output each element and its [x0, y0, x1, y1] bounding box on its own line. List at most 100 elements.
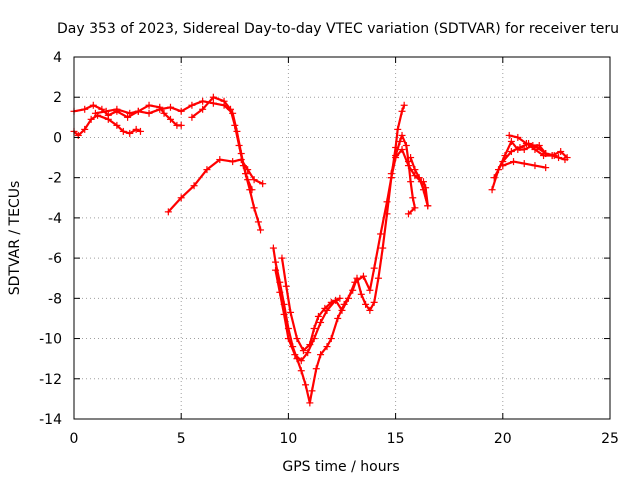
data-point-marker	[81, 125, 89, 133]
series-track-3	[91, 101, 185, 129]
data-point-marker	[297, 367, 305, 375]
y-tick-label: 4	[53, 50, 62, 66]
data-point-marker	[231, 121, 239, 129]
y-tick-label: -14	[39, 412, 62, 428]
data-point-marker	[387, 170, 395, 178]
data-point-marker	[383, 198, 391, 206]
data-point-marker	[272, 266, 280, 274]
data-point-marker	[370, 298, 378, 306]
y-tick-label: 0	[53, 130, 62, 146]
data-point-marker	[419, 178, 427, 186]
y-tick-label: -6	[48, 251, 62, 267]
data-point-marker	[366, 306, 374, 314]
data-point-marker	[362, 300, 370, 308]
data-point-marker	[310, 325, 318, 332]
y-axis-label: SDTVAR / TECUs	[7, 181, 23, 296]
data-point-marker	[293, 335, 301, 343]
data-point-marker	[327, 335, 335, 343]
data-point-marker	[510, 158, 518, 166]
data-point-marker	[520, 146, 528, 154]
x-tick-label: 10	[279, 431, 297, 447]
data-point-marker	[312, 365, 320, 373]
data-point-marker	[394, 125, 402, 133]
data-point-marker	[102, 107, 110, 115]
data-point-marker	[81, 105, 89, 113]
data-point-marker	[250, 176, 258, 184]
data-point-marker	[259, 180, 267, 188]
data-point-marker	[555, 154, 563, 162]
data-point-marker	[209, 93, 217, 101]
data-point-marker	[145, 101, 153, 109]
data-point-marker	[409, 194, 417, 202]
data-point-marker	[374, 274, 382, 282]
x-tick-label: 20	[494, 431, 512, 447]
data-point-marker	[507, 148, 515, 156]
data-point-marker	[557, 148, 565, 156]
data-point-marker	[282, 282, 290, 290]
data-point-marker	[398, 146, 406, 154]
data-point-marker	[257, 226, 265, 234]
x-tick-label: 25	[601, 431, 619, 447]
data-point-marker	[379, 244, 387, 252]
y-tick-label: 2	[53, 90, 62, 106]
data-point-marker	[244, 176, 252, 184]
data-point-marker	[126, 109, 134, 117]
series-track-9	[387, 131, 419, 218]
data-point-marker	[398, 131, 406, 139]
data-point-marker	[250, 204, 258, 212]
data-point-marker	[323, 343, 331, 351]
data-point-marker	[209, 99, 217, 107]
data-point-marker	[514, 133, 522, 141]
series-track-13	[505, 131, 571, 162]
axis-ticks: 0 5 10 15 20 25 -14 -12 -10 -8 -6 -4 -2 0 2 4	[39, 50, 619, 447]
series-track-2	[70, 111, 144, 139]
data-point-marker	[119, 127, 127, 135]
data-point-marker	[317, 351, 325, 359]
data-point-marker	[321, 304, 329, 312]
data-point-marker	[422, 184, 430, 192]
data-point-marker	[377, 230, 385, 238]
data-point-marker	[272, 258, 280, 266]
data-series	[70, 93, 571, 407]
data-point-marker	[366, 286, 374, 294]
data-point-marker	[404, 210, 412, 218]
data-point-marker	[507, 137, 515, 145]
series-track-8	[278, 254, 344, 355]
data-point-marker	[160, 109, 168, 117]
data-point-marker	[164, 208, 172, 216]
data-point-marker	[334, 314, 342, 322]
data-point-marker	[548, 152, 556, 160]
data-point-marker	[415, 174, 423, 182]
data-point-marker	[134, 107, 142, 115]
data-point-marker	[235, 141, 243, 149]
x-tick-label: 15	[387, 431, 405, 447]
series-line	[190, 96, 254, 191]
data-point-marker	[113, 121, 121, 129]
data-point-marker	[188, 101, 196, 109]
data-point-marker	[411, 166, 419, 174]
series-line	[493, 142, 556, 179]
data-point-marker	[400, 101, 408, 109]
data-point-marker	[104, 115, 112, 123]
data-point-marker	[370, 264, 378, 272]
data-point-marker	[302, 381, 310, 389]
data-point-marker	[220, 97, 228, 105]
data-point-marker	[177, 107, 185, 115]
data-point-marker	[306, 399, 314, 407]
series-line	[390, 134, 416, 215]
series-track-5	[188, 93, 256, 194]
data-point-marker	[336, 294, 344, 302]
data-point-marker	[124, 113, 132, 121]
data-point-marker	[308, 387, 316, 395]
data-point-marker	[177, 194, 185, 202]
data-point-marker	[392, 152, 400, 160]
data-point-marker	[306, 341, 314, 349]
data-point-marker	[398, 107, 406, 115]
series-track-4	[164, 156, 267, 216]
data-point-marker	[145, 109, 153, 117]
series-line	[167, 158, 264, 213]
data-point-marker	[284, 335, 292, 343]
data-point-marker	[520, 160, 528, 168]
data-point-marker	[166, 103, 174, 111]
